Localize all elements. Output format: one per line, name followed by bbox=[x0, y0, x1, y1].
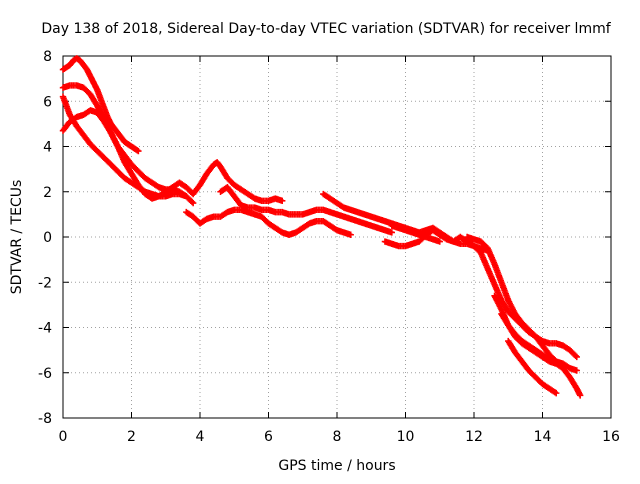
chart-title: Day 138 of 2018, Sidereal Day-to-day VTE… bbox=[41, 21, 611, 37]
y-tick-label: -6 bbox=[38, 366, 52, 382]
x-tick-label: 16 bbox=[602, 429, 620, 445]
series-track-a bbox=[59, 55, 142, 155]
data-point bbox=[572, 352, 579, 359]
x-tick-label: 10 bbox=[397, 429, 415, 445]
data-point bbox=[573, 353, 580, 361]
data-layer bbox=[59, 55, 584, 399]
data-point bbox=[576, 392, 584, 399]
y-tick-label: 4 bbox=[43, 140, 52, 156]
x-tick-label: 4 bbox=[196, 429, 205, 445]
y-tick-label: -2 bbox=[38, 275, 52, 291]
data-point bbox=[189, 199, 197, 207]
x-tick-label: 0 bbox=[59, 429, 68, 445]
data-point bbox=[135, 147, 142, 155]
y-axis-label: SDTVAR / TECUs bbox=[9, 180, 25, 295]
series-track-i bbox=[463, 233, 580, 374]
y-tick-label: 8 bbox=[43, 49, 52, 65]
data-point bbox=[188, 198, 196, 206]
x-tick-label: 12 bbox=[465, 429, 483, 445]
y-tick-label: 6 bbox=[43, 94, 52, 110]
data-point bbox=[553, 389, 560, 397]
x-tick-label: 14 bbox=[534, 429, 552, 445]
series-track-m bbox=[388, 222, 443, 245]
x-tick-label: 2 bbox=[127, 429, 136, 445]
tick-layer: 0 2 4 6 8 10 12 14 16 -8 -6 -4 -2 0 2 4 6 8 bbox=[38, 49, 620, 445]
data-point bbox=[183, 193, 190, 200]
data-point bbox=[546, 355, 553, 363]
series-track-l bbox=[498, 310, 553, 363]
y-tick-label: 0 bbox=[43, 230, 52, 246]
data-point bbox=[347, 231, 354, 238]
grid-layer bbox=[63, 56, 611, 418]
y-tick-label: 2 bbox=[43, 185, 52, 201]
y-tick-label: -4 bbox=[38, 321, 52, 337]
x-tick-label: 6 bbox=[264, 429, 273, 445]
data-point bbox=[573, 367, 580, 374]
series-track-k bbox=[505, 337, 560, 397]
data-point bbox=[279, 197, 286, 204]
series-track-d bbox=[59, 107, 286, 204]
y-tick-label: -8 bbox=[38, 411, 52, 427]
series-track-e bbox=[183, 206, 354, 238]
data-point bbox=[436, 238, 443, 245]
data-point bbox=[388, 229, 395, 236]
series-track-f bbox=[217, 184, 395, 236]
x-axis-label: GPS time / hours bbox=[278, 458, 395, 474]
x-tick-label: 8 bbox=[333, 429, 342, 445]
